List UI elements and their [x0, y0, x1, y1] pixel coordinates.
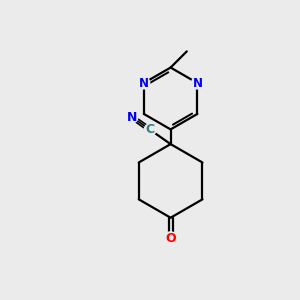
Text: C: C: [146, 123, 155, 136]
Circle shape: [164, 232, 177, 245]
Circle shape: [144, 124, 156, 136]
Text: N: N: [192, 76, 203, 89]
Text: N: N: [127, 111, 137, 124]
Circle shape: [138, 77, 150, 89]
Text: O: O: [165, 232, 176, 245]
Circle shape: [126, 111, 138, 123]
Circle shape: [191, 77, 203, 89]
Text: N: N: [139, 76, 149, 89]
